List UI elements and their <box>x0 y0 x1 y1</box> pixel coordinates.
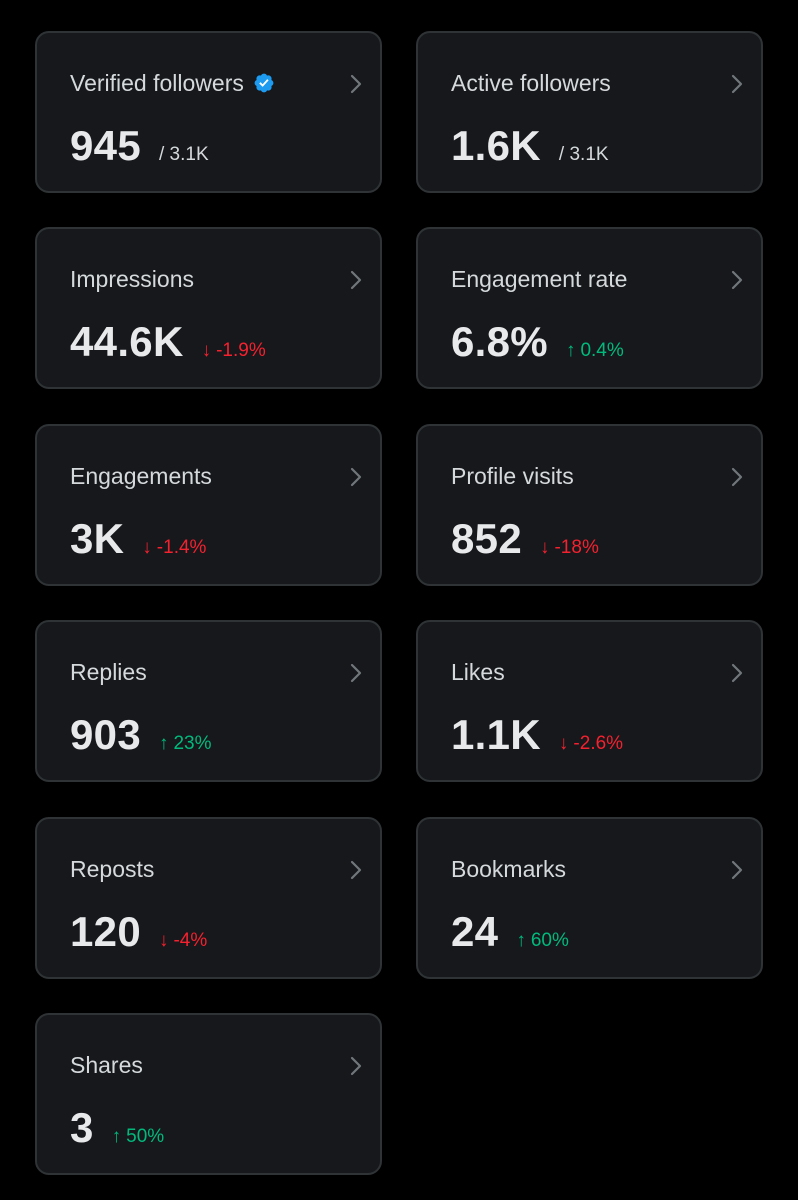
card-value-row: 3K ↓ -1.4% <box>70 516 206 562</box>
card-impressions[interactable]: Impressions 44.6K ↓ -1.9% <box>35 227 382 389</box>
card-value: 3 <box>70 1104 94 1151</box>
arrow-up-icon: ↑ <box>158 733 169 754</box>
delta-value: 0.4% <box>580 340 624 361</box>
delta-value: -1.4% <box>156 537 207 558</box>
trend-delta: ↓ -1.4% <box>142 537 206 559</box>
verified-icon <box>254 73 274 93</box>
chevron-right-icon <box>731 74 743 94</box>
trend-delta: ↑ 60% <box>516 930 569 952</box>
card-label: Bookmarks <box>451 856 567 882</box>
arrow-down-icon: ↓ <box>558 733 569 754</box>
trend-delta: ↑ 0.4% <box>566 340 624 362</box>
arrow-down-icon: ↓ <box>142 537 152 558</box>
card-label: Replies <box>70 659 147 685</box>
card-bookmarks[interactable]: Bookmarks 24 ↑ 60% <box>416 817 763 979</box>
card-label: Verified followers <box>70 70 244 96</box>
card-value: 24 <box>451 908 499 955</box>
delta-value: -1.9% <box>216 340 266 361</box>
delta-value: 60% <box>530 930 569 951</box>
card-value-row: 120 ↓ -4% <box>70 909 207 955</box>
trend-delta: ↓ -18% <box>540 537 599 559</box>
delta-value: -4% <box>173 930 208 951</box>
arrow-up-icon: ↑ <box>516 930 526 951</box>
card-value-row: 903 ↑ 23% <box>70 712 212 758</box>
arrow-up-icon: ↑ <box>111 1126 122 1147</box>
chevron-right-icon <box>731 467 743 487</box>
card-value: 1.6K <box>451 122 541 169</box>
card-value: 1.1K <box>451 711 541 758</box>
chevron-right-icon <box>350 467 362 487</box>
delta-value: 23% <box>173 733 212 754</box>
trend-delta: ↑ 23% <box>159 733 212 755</box>
card-label: Active followers <box>451 70 611 96</box>
card-value: 852 <box>451 515 522 562</box>
card-shares[interactable]: Shares 3 ↑ 50% <box>35 1013 382 1175</box>
card-replies[interactable]: Replies 903 ↑ 23% <box>35 620 382 782</box>
card-value: 120 <box>70 908 141 955</box>
card-value: 44.6K <box>70 318 184 365</box>
card-total: / 3.1K <box>158 144 209 165</box>
trend-delta: ↓ -1.9% <box>202 340 266 362</box>
chevron-right-icon <box>731 860 743 880</box>
card-label: Profile visits <box>451 463 574 489</box>
delta-value: -18% <box>554 537 599 558</box>
card-verified-followers[interactable]: Verified followers 945 / 3.1K <box>35 31 382 193</box>
card-value-row: 945 / 3.1K <box>70 123 209 169</box>
card-value-row: 44.6K ↓ -1.9% <box>70 319 266 365</box>
chevron-right-icon <box>350 1056 362 1076</box>
card-value-row: 24 ↑ 60% <box>451 909 569 955</box>
card-label: Likes <box>451 659 505 685</box>
chevron-right-icon <box>731 270 743 290</box>
card-value-row: 1.6K / 3.1K <box>451 123 609 169</box>
card-value-row: 3 ↑ 50% <box>70 1105 164 1151</box>
arrow-down-icon: ↓ <box>201 340 212 361</box>
card-engagement-rate[interactable]: Engagement rate 6.8% ↑ 0.4% <box>416 227 763 389</box>
arrow-down-icon: ↓ <box>158 930 169 951</box>
card-label: Engagement rate <box>451 266 628 292</box>
chevron-right-icon <box>350 663 362 683</box>
arrow-down-icon: ↓ <box>539 537 550 558</box>
card-likes[interactable]: Likes 1.1K ↓ -2.6% <box>416 620 763 782</box>
card-value: 903 <box>70 711 141 758</box>
chevron-right-icon <box>350 270 362 290</box>
card-value-row: 1.1K ↓ -2.6% <box>451 712 623 758</box>
chevron-right-icon <box>350 74 362 94</box>
delta-value: 50% <box>126 1126 165 1147</box>
card-profile-visits[interactable]: Profile visits 852 ↓ -18% <box>416 424 763 586</box>
card-label: Impressions <box>70 266 194 292</box>
card-reposts[interactable]: Reposts 120 ↓ -4% <box>35 817 382 979</box>
card-value-row: 6.8% ↑ 0.4% <box>451 319 624 365</box>
trend-delta: ↑ 50% <box>112 1126 165 1148</box>
card-label: Shares <box>70 1052 143 1078</box>
chevron-right-icon <box>731 663 743 683</box>
card-active-followers[interactable]: Active followers 1.6K / 3.1K <box>416 31 763 193</box>
card-value: 945 <box>70 122 141 169</box>
card-value: 3K <box>70 515 125 562</box>
trend-delta: ↓ -2.6% <box>559 733 623 755</box>
trend-delta: ↓ -4% <box>159 930 207 952</box>
card-label: Reposts <box>70 856 155 882</box>
card-label: Engagements <box>70 463 212 489</box>
arrow-up-icon: ↑ <box>565 340 576 361</box>
card-engagements[interactable]: Engagements 3K ↓ -1.4% <box>35 424 382 586</box>
card-value-row: 852 ↓ -18% <box>451 516 599 562</box>
card-label-wrap: Verified followers <box>70 69 275 97</box>
chevron-right-icon <box>350 860 362 880</box>
card-value: 6.8% <box>451 318 548 365</box>
card-total: / 3.1K <box>558 144 609 165</box>
delta-value: -2.6% <box>573 733 624 754</box>
